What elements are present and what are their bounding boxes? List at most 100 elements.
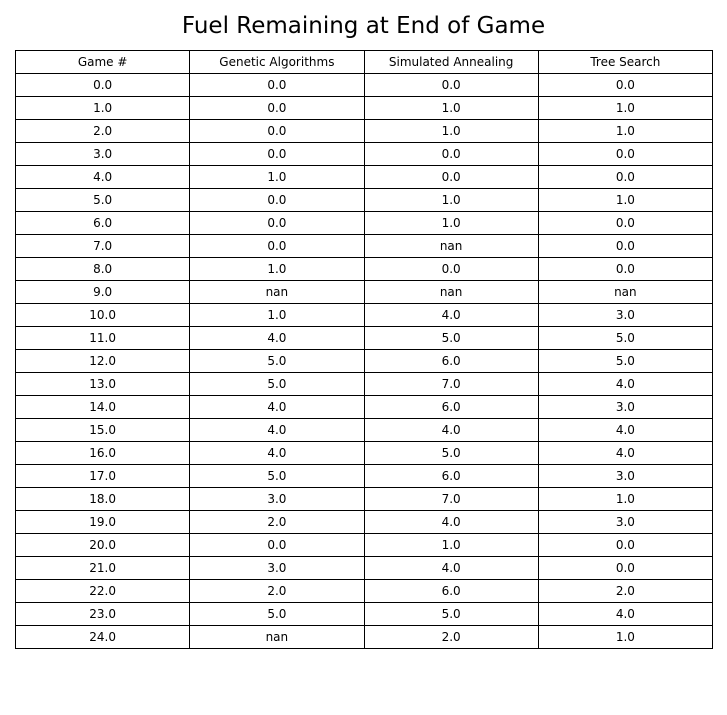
table-cell: 24.0 <box>14 625 191 649</box>
table-cell: 0.0 <box>189 234 365 258</box>
table-row: 8.0 1.0 0.0 0.0 <box>14 257 714 281</box>
table-row: 1.0 0.0 1.0 1.0 <box>14 96 714 120</box>
table-cell: 2.0 <box>537 579 714 603</box>
table-cell: 0.0 <box>189 73 365 97</box>
table-cell: 1.0 <box>189 165 365 189</box>
column-header: Simulated Annealing <box>363 50 539 74</box>
table-row: 17.0 5.0 6.0 3.0 <box>14 464 714 488</box>
table-cell: 4.0 <box>363 556 539 580</box>
table-cell: 1.0 <box>189 303 365 327</box>
table-cell: 1.0 <box>363 188 539 212</box>
table-row: 11.0 4.0 5.0 5.0 <box>14 326 714 350</box>
table-cell: 6.0 <box>363 464 539 488</box>
table-row: 4.0 1.0 0.0 0.0 <box>14 165 714 189</box>
table-cell: 20.0 <box>14 533 191 557</box>
table-cell: 1.0 <box>363 211 539 235</box>
table-cell: nan <box>363 280 539 304</box>
table-row: 24.0 nan 2.0 1.0 <box>14 625 714 649</box>
table-cell: 4.0 <box>363 418 539 442</box>
table-cell: 23.0 <box>14 602 191 626</box>
table-cell: 6.0 <box>14 211 191 235</box>
table-cell: 0.0 <box>363 257 539 281</box>
table-header: Game # Genetic Algorithms Simulated Anneal… <box>14 50 714 74</box>
column-header: Game # <box>14 50 191 74</box>
table-cell: 1.0 <box>537 188 714 212</box>
table-cell: 5.0 <box>537 349 714 373</box>
table-cell: 0.0 <box>363 142 539 166</box>
table-cell: 10.0 <box>14 303 191 327</box>
table-row: 9.0 nan nan nan <box>14 280 714 304</box>
table-cell: 21.0 <box>14 556 191 580</box>
table-cell: 1.0 <box>537 96 714 120</box>
table-cell: 22.0 <box>14 579 191 603</box>
table-row: 3.0 0.0 0.0 0.0 <box>14 142 714 166</box>
table-cell: 4.0 <box>537 418 714 442</box>
table-row: 21.0 3.0 4.0 0.0 <box>14 556 714 580</box>
table-cell: 4.0 <box>363 510 539 534</box>
table-cell: 4.0 <box>363 303 539 327</box>
table-cell: nan <box>537 280 714 304</box>
table-cell: 3.0 <box>537 303 714 327</box>
table-row: 6.0 0.0 1.0 0.0 <box>14 211 714 235</box>
table-row: 23.0 5.0 5.0 4.0 <box>14 602 714 626</box>
table-cell: 1.0 <box>363 119 539 143</box>
table-cell: 5.0 <box>363 326 539 350</box>
table-cell: 11.0 <box>14 326 191 350</box>
table-cell: 8.0 <box>14 257 191 281</box>
table-cell: 0.0 <box>537 234 714 258</box>
table-cell: 16.0 <box>14 441 191 465</box>
table-cell: 0.0 <box>189 211 365 235</box>
table-cell: 0.0 <box>189 142 365 166</box>
data-table: Game # Genetic Algorithms Simulated Anneal… <box>14 50 714 649</box>
table-cell: 13.0 <box>14 372 191 396</box>
table-cell: 3.0 <box>189 487 365 511</box>
table-cell: 2.0 <box>189 510 365 534</box>
table-cell: 1.0 <box>189 257 365 281</box>
table-cell: 4.0 <box>189 395 365 419</box>
table-cell: 0.0 <box>189 96 365 120</box>
table-cell: 3.0 <box>537 395 714 419</box>
table-cell: 5.0 <box>363 602 539 626</box>
table-row: 12.0 5.0 6.0 5.0 <box>14 349 714 373</box>
table-cell: 6.0 <box>363 349 539 373</box>
table-row: 15.0 4.0 4.0 4.0 <box>14 418 714 442</box>
table-cell: 12.0 <box>14 349 191 373</box>
table-cell: 2.0 <box>14 119 191 143</box>
table-cell: 2.0 <box>363 625 539 649</box>
table-cell: 0.0 <box>537 142 714 166</box>
table-cell: 0.0 <box>537 257 714 281</box>
table-row: 19.0 2.0 4.0 3.0 <box>14 510 714 534</box>
table-cell: 7.0 <box>363 487 539 511</box>
table-cell: 4.0 <box>537 441 714 465</box>
table-row: 0.0 0.0 0.0 0.0 <box>14 73 714 97</box>
table-cell: nan <box>189 280 365 304</box>
table-row: 5.0 0.0 1.0 1.0 <box>14 188 714 212</box>
table-cell: nan <box>363 234 539 258</box>
table-cell: 7.0 <box>363 372 539 396</box>
table-cell: 0.0 <box>189 533 365 557</box>
table-cell: nan <box>189 625 365 649</box>
table-cell: 17.0 <box>14 464 191 488</box>
table-body: 0.0 0.0 0.0 0.0 1.0 0.0 1.0 1.0 2.0 0.0 1.0 1.0 3.0 0… <box>14 73 714 649</box>
column-header: Tree Search <box>537 50 714 74</box>
table-row: 2.0 0.0 1.0 1.0 <box>14 119 714 143</box>
table-cell: 5.0 <box>14 188 191 212</box>
table-cell: 1.0 <box>363 96 539 120</box>
table-row: 16.0 4.0 5.0 4.0 <box>14 441 714 465</box>
column-header: Genetic Algorithms <box>189 50 365 74</box>
table-cell: 1.0 <box>537 119 714 143</box>
table-cell: 4.0 <box>537 602 714 626</box>
table-cell: 19.0 <box>14 510 191 534</box>
table-cell: 3.0 <box>189 556 365 580</box>
table-cell: 1.0 <box>537 487 714 511</box>
table-row: 14.0 4.0 6.0 3.0 <box>14 395 714 419</box>
table-cell: 0.0 <box>537 165 714 189</box>
table-row: 10.0 1.0 4.0 3.0 <box>14 303 714 327</box>
table-cell: 0.0 <box>537 533 714 557</box>
table-cell: 18.0 <box>14 487 191 511</box>
table-cell: 2.0 <box>189 579 365 603</box>
table-row: 7.0 0.0 nan 0.0 <box>14 234 714 258</box>
table-cell: 4.0 <box>189 326 365 350</box>
table-cell: 0.0 <box>537 73 714 97</box>
table-cell: 4.0 <box>189 418 365 442</box>
